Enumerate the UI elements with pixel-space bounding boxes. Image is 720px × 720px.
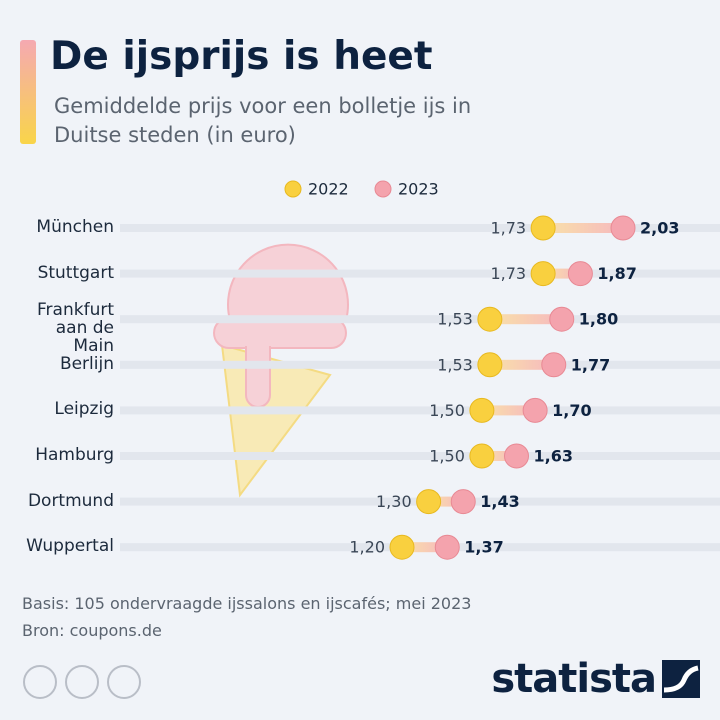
row-band: [120, 315, 720, 324]
connector: [481, 451, 517, 461]
note: Basis: 105 ondervraagde ijssalons en ijs…: [22, 594, 472, 613]
brand: statista: [491, 656, 657, 702]
legend-label: 2022: [308, 180, 349, 199]
category-label: Frankfurt aan de Main: [37, 300, 114, 357]
category-label: Berlijn: [59, 353, 114, 374]
dot: [477, 306, 503, 332]
dot: [530, 215, 556, 241]
connector: [543, 268, 581, 279]
dot: [434, 534, 460, 560]
dot: [389, 534, 415, 560]
brand-icon: [662, 660, 700, 698]
value-label: 1,80: [579, 310, 618, 329]
legend-label: 2023: [398, 180, 439, 199]
category-label: Wuppertal: [26, 536, 114, 557]
value-label: 1,63: [533, 447, 572, 466]
legend-swatch: [374, 180, 392, 198]
value-label: 2,03: [640, 219, 679, 238]
category-label: Leipzig: [54, 399, 114, 420]
category-label: Hamburg: [35, 445, 114, 465]
connector: [543, 223, 623, 233]
chart-subtitle: Gemiddelde prijs voor een bolletje ijs i…: [54, 94, 472, 147]
category-label: München: [36, 217, 114, 237]
category-label: Stuttgart: [37, 262, 114, 283]
dot: [477, 352, 503, 378]
connector: [428, 496, 464, 507]
dot: [541, 352, 567, 378]
dot: [610, 215, 636, 241]
dot: [567, 261, 593, 287]
row-band: [120, 360, 720, 369]
value-label: 1,53: [437, 310, 473, 329]
dot: [522, 397, 548, 423]
source: Bron: coupons.de: [22, 621, 162, 640]
value-label: 1,37: [464, 538, 503, 557]
row-band: [120, 269, 720, 278]
connector: [402, 542, 448, 553]
value-label: 1,50: [429, 447, 465, 466]
row-band: [120, 224, 720, 232]
connector: [489, 359, 554, 370]
legend-swatch: [284, 180, 302, 198]
value-label: 1,50: [429, 401, 465, 420]
dot: [469, 443, 495, 469]
value-label: 1,70: [552, 401, 591, 420]
dot: [450, 489, 476, 515]
value-label: 1,73: [490, 219, 526, 238]
row-band: [120, 452, 720, 460]
connector: [481, 405, 536, 416]
value-label: 1,77: [571, 355, 610, 374]
category-label: Dortmund: [27, 490, 114, 511]
cc-icons: [23, 665, 141, 699]
dot: [416, 489, 442, 515]
row-band: [120, 406, 720, 415]
value-label: 1,53: [437, 355, 473, 374]
value-label: 1,43: [480, 492, 519, 511]
value-label: 1,30: [376, 492, 412, 511]
dot: [530, 261, 556, 287]
chart-title: De ijsprijs is heet: [50, 34, 433, 79]
dot: [549, 306, 575, 332]
value-label: 1,20: [349, 538, 385, 557]
value-label: 1,87: [597, 264, 636, 283]
value-label: 1,73: [490, 264, 526, 283]
accent-bar: [20, 40, 36, 144]
dot: [503, 443, 529, 469]
dot: [469, 397, 495, 423]
connector: [489, 314, 562, 325]
